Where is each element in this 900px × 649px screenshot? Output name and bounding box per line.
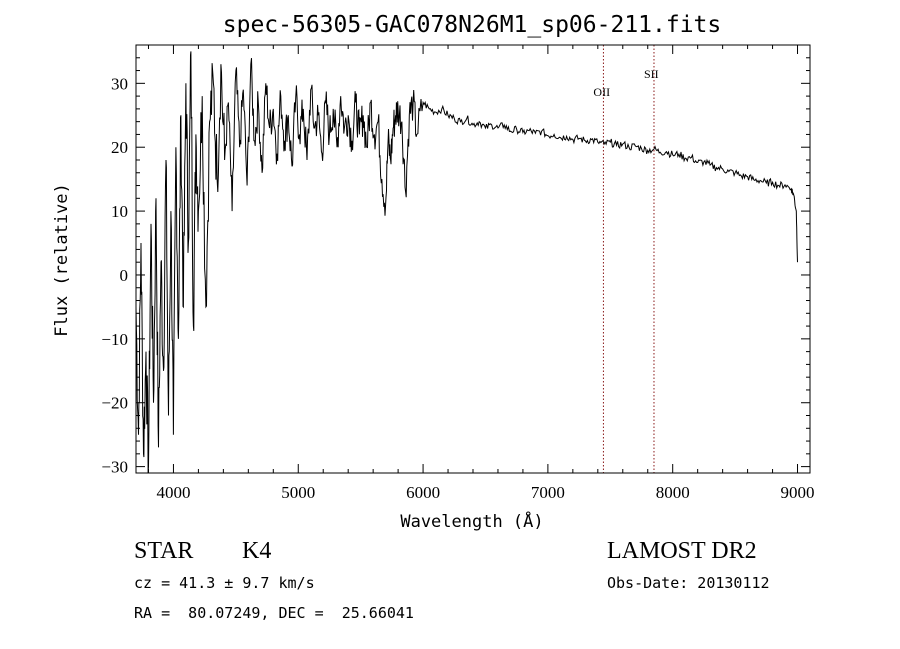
y-tick-label: −30	[101, 458, 128, 477]
x-axis-label: Wavelength (Å)	[400, 510, 543, 532]
spectrum-series	[135, 51, 798, 474]
chart-title: spec-56305-GAC078N26M1_sp06-211.fits	[223, 12, 722, 38]
x-tick-label: 4000	[156, 483, 190, 502]
x-tick-label: 5000	[281, 483, 315, 502]
y-tick-label: 10	[111, 202, 128, 221]
object-class: STAR	[134, 538, 194, 564]
object-subclass: K4	[242, 538, 272, 564]
survey-name: LAMOST DR2	[607, 538, 757, 564]
y-tick-label: −10	[101, 330, 128, 349]
obs-date-text: Obs-Date: 20130112	[607, 574, 770, 592]
emission-lines: OII SII	[593, 45, 659, 473]
y-tick-label: 0	[120, 266, 129, 285]
x-tick-label: 8000	[656, 483, 690, 502]
y-axis: −30 −20 −10 0 10 20 30	[101, 57, 810, 477]
emission-label-oii: OII	[593, 85, 610, 99]
spectrum-line-0	[135, 51, 798, 474]
y-tick-label: 30	[111, 74, 128, 93]
emission-label-sii: SII	[644, 67, 659, 81]
x-tick-label: 6000	[406, 483, 440, 502]
y-tick-label: −20	[101, 394, 128, 413]
plot-frame	[135, 44, 811, 474]
y-axis-label: Flux (relative)	[52, 183, 72, 337]
y-tick-label: 20	[111, 138, 128, 157]
x-axis: 4000 5000 6000 7000 8000 9000	[147, 45, 815, 502]
x-tick-label: 9000	[781, 483, 815, 502]
x-tick-label: 7000	[531, 483, 565, 502]
redshift-text: cz = 41.3 ± 9.7 km/s	[134, 574, 315, 592]
coordinates-text: RA = 80.07249, DEC = 25.66041	[134, 604, 414, 622]
